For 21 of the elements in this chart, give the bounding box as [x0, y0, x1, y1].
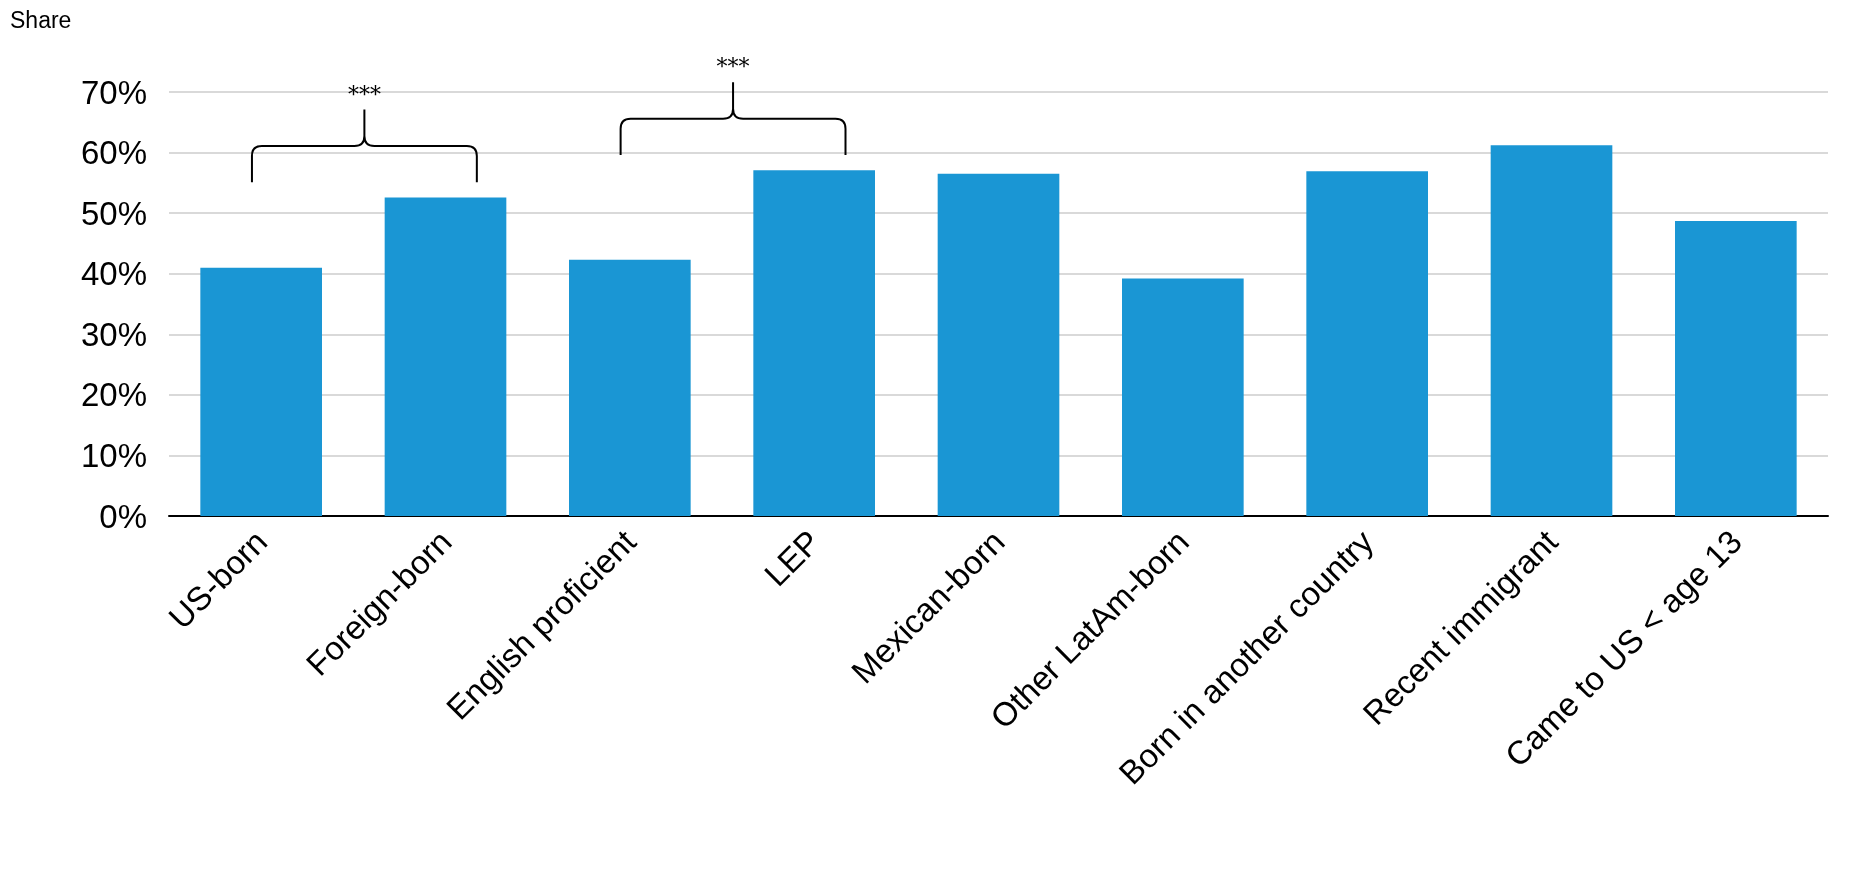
y-tick-label: 0%	[99, 497, 147, 535]
bar	[1122, 278, 1244, 516]
y-tick-label: 60%	[80, 134, 147, 172]
annotation: ***	[347, 81, 381, 107]
y-axis-title: Share	[10, 6, 72, 33]
y-tick-label: 30%	[80, 315, 147, 353]
bar	[1675, 221, 1797, 516]
x-tick-label: LEP	[756, 522, 828, 594]
bar	[937, 173, 1060, 516]
y-tick-label: 50%	[80, 194, 147, 232]
bar	[384, 197, 507, 516]
y-tick-label: 10%	[80, 436, 147, 474]
bar	[569, 259, 691, 516]
bar	[1306, 171, 1428, 516]
y-tick-label: 40%	[80, 255, 147, 293]
bar	[1490, 145, 1613, 516]
y-tick-label: 70%	[80, 73, 147, 111]
bar	[200, 267, 322, 516]
y-tick-label: 20%	[80, 376, 147, 414]
text: ***	[716, 54, 750, 80]
bar	[753, 170, 875, 516]
